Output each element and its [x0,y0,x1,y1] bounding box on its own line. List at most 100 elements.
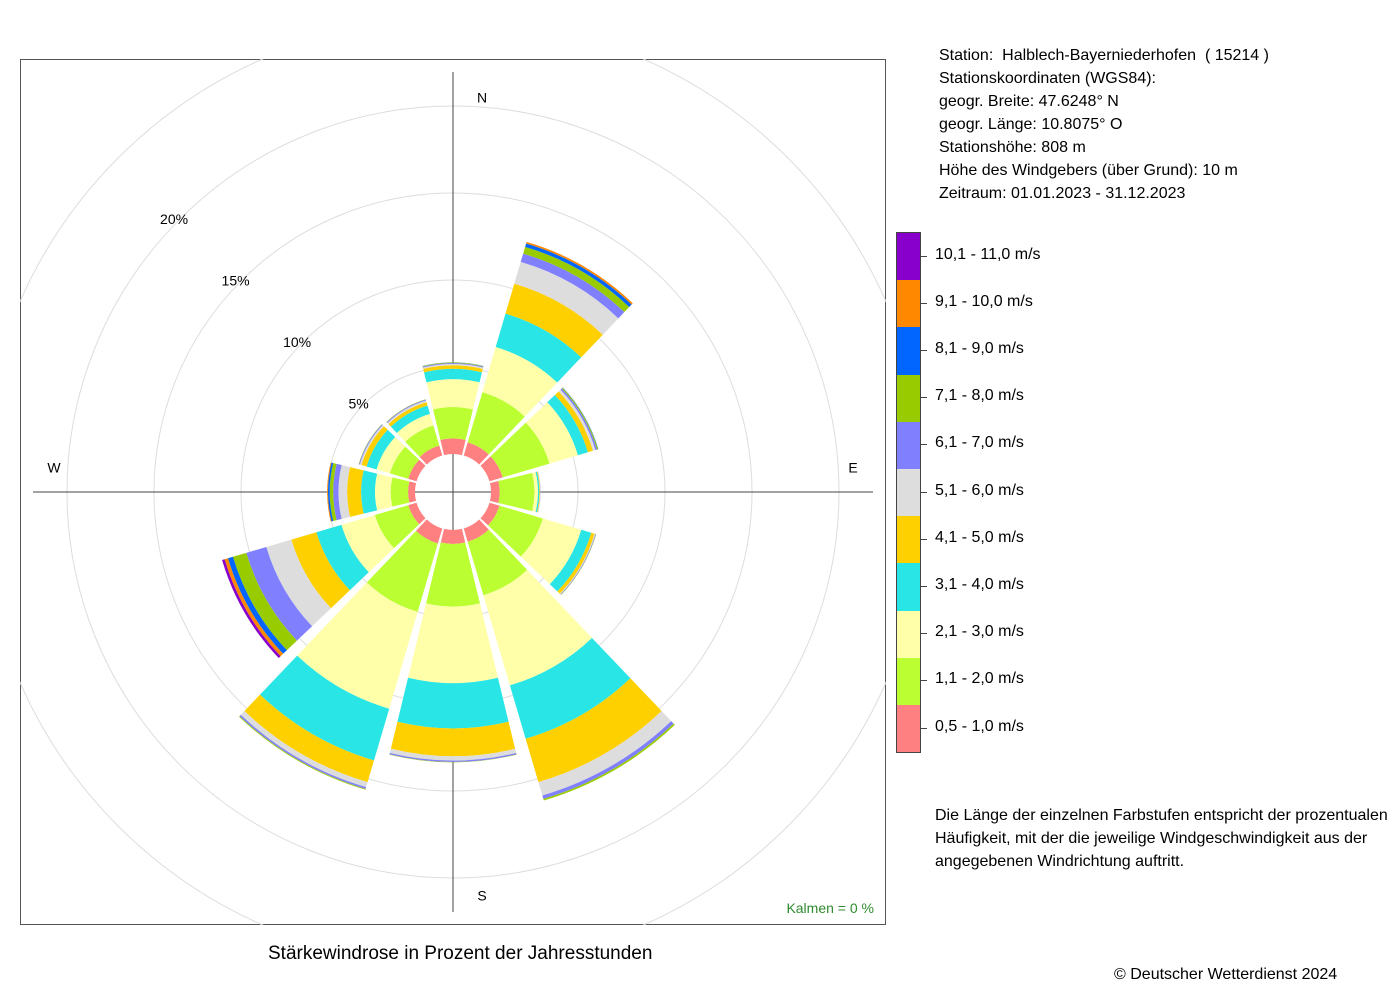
sector-150-class-1 [467,529,528,596]
legend-label-9: 1,1 - 2,0 m/s [935,670,1024,688]
station-elevation: Stationshöhe: 808 m [939,139,1086,156]
sector-240-class-5 [266,539,331,627]
sector-180 [389,528,517,763]
legend-swatch-1 [897,280,920,328]
sector-270-class-2 [374,473,393,511]
sector-300 [358,424,426,482]
legend-label-1: 9,1 - 10,0 m/s [935,292,1033,310]
sector-90-class-0 [489,481,500,503]
sector-240-class-3 [316,524,369,591]
sector-210-class-4 [244,694,374,783]
legend-swatch-4 [897,421,920,469]
sector-150-class-4 [525,678,662,783]
sector-300-class-2 [376,436,406,474]
sector-240-class-2 [341,515,394,573]
sector-60-class-1 [490,422,550,478]
sector-90-class-3 [535,471,540,513]
sector-210 [239,519,443,790]
sector-180-class-0 [440,528,466,544]
sector-30-class-1 [467,392,525,455]
legend-label-5: 5,1 - 6,0 m/s [935,481,1024,499]
station-longitude: geogr. Länge: 10.8075° O [939,116,1123,133]
legend-swatch-8 [897,610,920,658]
sector-330 [386,399,443,465]
radial-tick-label-5: 5% [348,396,368,412]
sector-270-class-8 [328,462,334,522]
rose-sectors [222,241,675,801]
rose-grid [20,59,886,925]
sector-120-class-0 [480,502,500,526]
sector-120 [480,502,597,596]
legend-label-2: 8,1 - 9,0 m/s [935,340,1024,357]
legend-tick-4 [921,444,927,446]
sector-300-class-5 [359,424,384,466]
legend-swatch-9 [897,657,920,705]
sector-330-class-5 [387,400,427,425]
copyright: © Deutscher Wetterdienst 2024 [1114,966,1338,983]
sector-300-class-0 [408,459,426,482]
sector-270-class-6 [333,463,342,521]
legend-label-10: 0,5 - 1,0 m/s [935,717,1024,735]
legend-tick-1 [921,302,927,304]
sector-240-class-7 [232,552,297,651]
legend-tick-10 [921,727,927,729]
legend-tick-3 [921,397,927,399]
radial-tick-label-15: 15% [222,273,250,289]
explanation-text: Die Länge der einzelnen Farbstufen entsp… [935,807,1388,870]
legend-label-0: 10,1 - 11,0 m/s [935,245,1041,263]
sector-30 [463,241,633,465]
sector-240-class-0 [408,502,426,525]
sector-270-class-3 [361,470,378,514]
sector-150-class-2 [483,569,592,686]
sector-0-class-5 [422,363,484,369]
sector-60-class-5 [558,389,596,451]
compass-label-E: E [848,460,857,476]
sector-180-class-4 [390,721,516,757]
legend-label-7: 3,1 - 4,0 m/s [935,576,1024,593]
sector-30-class-7 [523,246,630,313]
legend-tick-5 [921,491,927,493]
sensor-height: Höhe des Windgebers (über Grund): 10 m [939,162,1238,179]
legend-swatch-5 [897,468,920,517]
sector-270-class-1 [390,477,410,507]
legend-label-4: 6,1 - 7,0 m/s [935,434,1024,452]
sector-210-class-1 [366,530,438,612]
legend-label-8: 2,1 - 3,0 m/s [935,623,1024,641]
legend-tick-6 [921,538,927,540]
sector-0 [422,362,484,456]
sector-210-class-3 [260,655,390,761]
sector-30-class-2 [482,347,558,417]
sector-0-class-2 [426,379,480,410]
sector-60-class-4 [554,391,593,453]
sector-0-class-6 [422,362,484,368]
sector-30-class-4 [505,283,603,358]
sector-300-class-3 [366,429,396,470]
sector-270-class-7 [329,463,337,521]
sector-240-class-8 [227,556,287,654]
sector-0-class-3 [424,368,482,383]
time-period: Zeitraum: 01.01.2023 - 31.12.2023 [939,185,1186,202]
sector-240-class-4 [291,532,350,609]
chart-title: Stärkewindrose in Prozent der Jahresstun… [268,943,653,964]
legend-tick-9 [921,680,927,682]
sector-240-class-1 [374,505,420,549]
calm-label: Kalmen = 0 % [786,900,874,916]
plot-frame [20,59,886,925]
compass-label-W: W [47,460,61,476]
legend-tick-7 [921,586,927,587]
sector-30-class-3 [495,313,582,383]
radial-tick-label-10: 10% [283,334,311,350]
legend-tick-0 [921,255,927,257]
sector-300-class-1 [389,446,420,479]
sector-120-class-3 [549,529,592,592]
sector-180-class-7 [389,754,517,763]
legend-swatch-6 [897,516,920,564]
sector-180-class-6 [389,753,517,762]
legend-swatch-10 [897,704,920,753]
legend-swatch-2 [897,327,920,375]
station-latitude: geogr. Breite: 47.6248° N [939,93,1119,110]
radial-tick-label-20: 20% [160,211,188,227]
sector-90-class-4 [536,471,541,513]
sector-90 [489,471,541,513]
